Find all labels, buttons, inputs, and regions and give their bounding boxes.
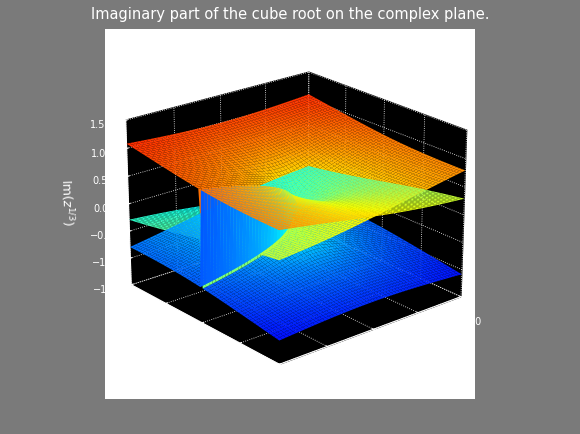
Y-axis label: Im(z): Im(z) [149,353,183,380]
X-axis label: Re(z): Re(z) [387,364,421,388]
Title: Imaginary part of the cube root on the complex plane.: Imaginary part of the cube root on the c… [90,7,490,22]
